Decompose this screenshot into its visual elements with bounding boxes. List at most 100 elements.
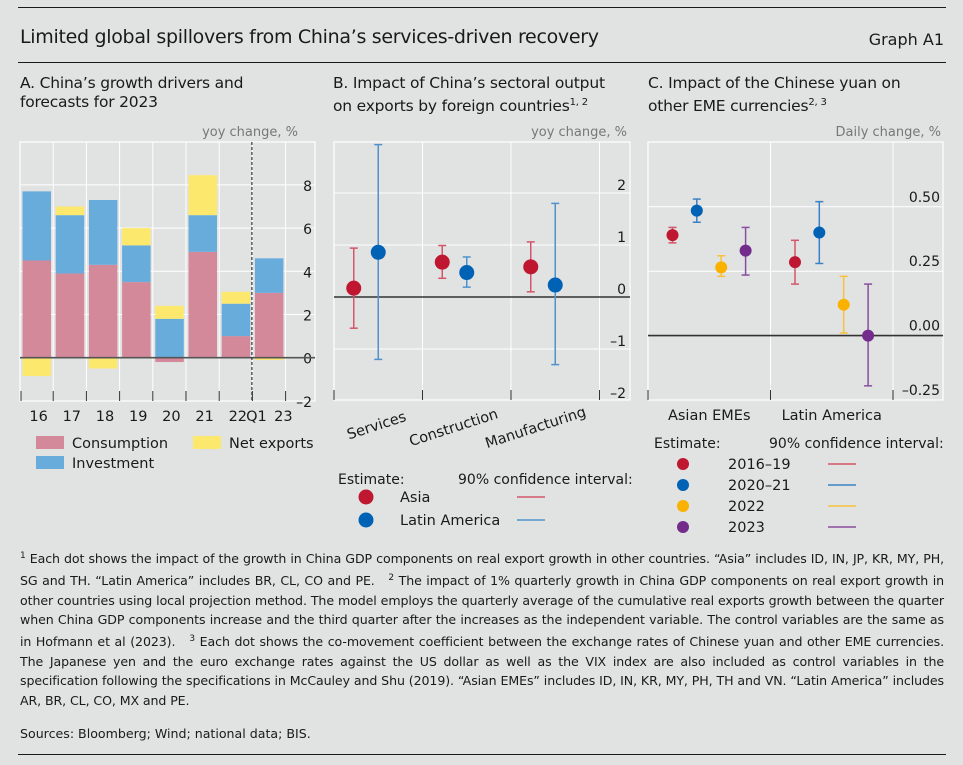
panel-b-legend-marker-asia — [358, 489, 374, 505]
panel-b-point-latin-america — [547, 277, 563, 293]
panel-a-ytick-label: 6 — [303, 222, 312, 238]
panel-c-legend-label: 2016–19 — [728, 457, 791, 473]
panel-b-footnote-ref: 1, 2 — [569, 97, 589, 108]
panel-a-xtick-label: 20 — [162, 409, 180, 425]
top-rule — [18, 7, 946, 8]
panel-b-xtick-label: Services — [345, 409, 408, 443]
panel-a-bar-net-exports — [88, 357, 118, 369]
panel-c-legend-ci-label: 90% confidence interval: — [769, 436, 944, 452]
panel-a-ylabel: yoy change, % — [202, 125, 298, 140]
panel-a-title-line1: A. China’s growth drivers and — [20, 74, 244, 92]
panel-a-bar-investment — [22, 191, 51, 261]
panel-a-xtick-label: 16 — [29, 409, 47, 425]
panel-c-title: C. Impact of the Chinese yuan on other E… — [648, 74, 901, 116]
bottom-rule — [18, 754, 946, 755]
footnote-3: Each dot shows the co-movement coefficie… — [20, 633, 945, 708]
panel-a-legend-label: Net exports — [229, 436, 314, 452]
panel-a-bar-net-exports — [254, 357, 284, 360]
panel-a-ytick-label: 0 — [303, 352, 312, 368]
panel-b-legend-label: Latin America — [400, 513, 500, 529]
panel-a-legend-swatch-investment — [36, 456, 64, 469]
panel-a-ytick-label: 4 — [303, 265, 312, 281]
panel-a-bar-investment — [188, 215, 217, 252]
panel-b-title: B. Impact of China’s sectoral output on … — [333, 74, 605, 116]
panel-a-legend-label: Investment — [72, 456, 154, 472]
footnote-2: The impact of 1% quarterly growth in Chi… — [20, 572, 944, 649]
panel-c-point-2022 — [837, 298, 850, 311]
panel-a-bar-consumption — [122, 282, 151, 358]
panel-a-legend-label: Consumption — [72, 436, 168, 452]
panel-a-xtick-label: 19 — [129, 409, 147, 425]
panel-b-legend-estimate-label: Estimate: — [338, 472, 405, 488]
panel-b-frame — [333, 141, 631, 401]
panel-b-point-asia — [346, 280, 362, 296]
panel-c-ytick-label: 0.00 — [909, 319, 940, 335]
panel-c-ytick-label: 0.50 — [909, 190, 940, 206]
panel-b-legend-label: Asia — [400, 490, 430, 506]
panel-a-bar-net-exports — [155, 305, 184, 319]
panel-a-bar-consumption — [221, 336, 251, 358]
panel-c-legend-marker-2022 — [677, 500, 689, 512]
panel-c-xtick-label: Latin America — [782, 408, 882, 424]
panel-b-title-line2: on exports by foreign countries — [333, 97, 570, 116]
title-rule — [18, 62, 946, 63]
panel-a-bar-investment — [155, 318, 184, 358]
graph-title: Limited global spillovers from China’s s… — [20, 26, 599, 48]
panel-c-point-2016–19 — [666, 229, 679, 242]
panel-a-bar-net-exports — [188, 175, 217, 216]
panel-a-ytick-label: 8 — [303, 179, 312, 195]
panel-a-bar-net-exports — [122, 228, 151, 246]
panel-c-legend-marker-2023 — [677, 521, 689, 533]
panel-b-point-asia — [434, 254, 450, 270]
panel-a-legend-swatch-net-exports — [193, 436, 221, 449]
panel-b-point-asia — [523, 259, 539, 275]
panel-a-bar-consumption — [188, 251, 217, 358]
panel-a-bar-investment — [221, 303, 251, 337]
panel-c-ytick-label: –0.25 — [902, 383, 940, 399]
panel-a-xtick-label: 22 — [229, 409, 247, 425]
panel-a-xtick-label: 21 — [195, 409, 213, 425]
panel-a-bar-investment — [122, 245, 151, 283]
panel-a-ytick-label: –2 — [296, 395, 312, 411]
panel-b-point-latin-america — [370, 244, 386, 260]
panel-a-title: A. China’s growth drivers and forecasts … — [20, 74, 243, 112]
panel-b-legend-ci-label: 90% confidence interval: — [458, 472, 633, 488]
panel-c-legend-marker-2016–19 — [677, 458, 689, 470]
panel-c-legend-estimate-label: Estimate: — [654, 436, 721, 452]
panel-b-ytick-label: 1 — [617, 230, 626, 246]
panel-a-xtick-label-q1: Q1 — [246, 409, 267, 425]
footnote-1: Each dot shows the impact of the growth … — [20, 551, 944, 588]
panel-a-bar-net-exports — [55, 206, 85, 216]
panel-a-bar-consumption — [254, 292, 284, 358]
panel-c-point-2020–21 — [813, 226, 826, 239]
panel-b-ytick-label: –2 — [610, 386, 626, 402]
panel-a-legend-swatch-consumption — [36, 436, 64, 449]
panel-c-point-2016–19 — [789, 256, 801, 269]
graph-number: Graph A1 — [868, 30, 944, 49]
panel-b-point-latin-america — [459, 265, 475, 281]
panel-b-ytick-label: 0 — [617, 282, 626, 298]
panel-a-bar-consumption — [22, 260, 51, 358]
panel-a-xtick-label: 18 — [96, 409, 114, 425]
panel-c-point-2020–21 — [690, 204, 703, 217]
panel-c-xtick-label: Asian EMEs — [668, 408, 751, 424]
panel-c-title-line2: other EME currencies — [648, 97, 809, 116]
panel-a-bar-consumption — [155, 357, 184, 363]
panel-a-xtick-label-23: 23 — [274, 409, 292, 425]
panel-b-ylabel: yoy change, % — [531, 125, 627, 140]
panel-a-ytick-label: 2 — [303, 309, 312, 325]
panel-c-ytick-label: 0.25 — [909, 254, 940, 270]
panel-c-legend-label: 2022 — [728, 499, 765, 515]
panel-a-title-line2: forecasts for 2023 — [20, 93, 158, 111]
panel-c-legend-marker-2020–21 — [677, 479, 689, 491]
panel-c-ylabel: Daily change, % — [836, 125, 942, 140]
panel-b-title-line1: B. Impact of China’s sectoral output — [333, 74, 605, 92]
panel-a-xtick-label: 17 — [63, 409, 81, 425]
panel-a-bar-investment — [55, 215, 85, 274]
panel-c-title-line1: C. Impact of the Chinese yuan on — [648, 74, 901, 92]
panel-a-bar-consumption — [55, 273, 85, 358]
panel-a-bar-net-exports — [22, 357, 51, 377]
panel-a-bar-investment — [254, 258, 284, 293]
panel-c-point-2022 — [715, 261, 728, 274]
